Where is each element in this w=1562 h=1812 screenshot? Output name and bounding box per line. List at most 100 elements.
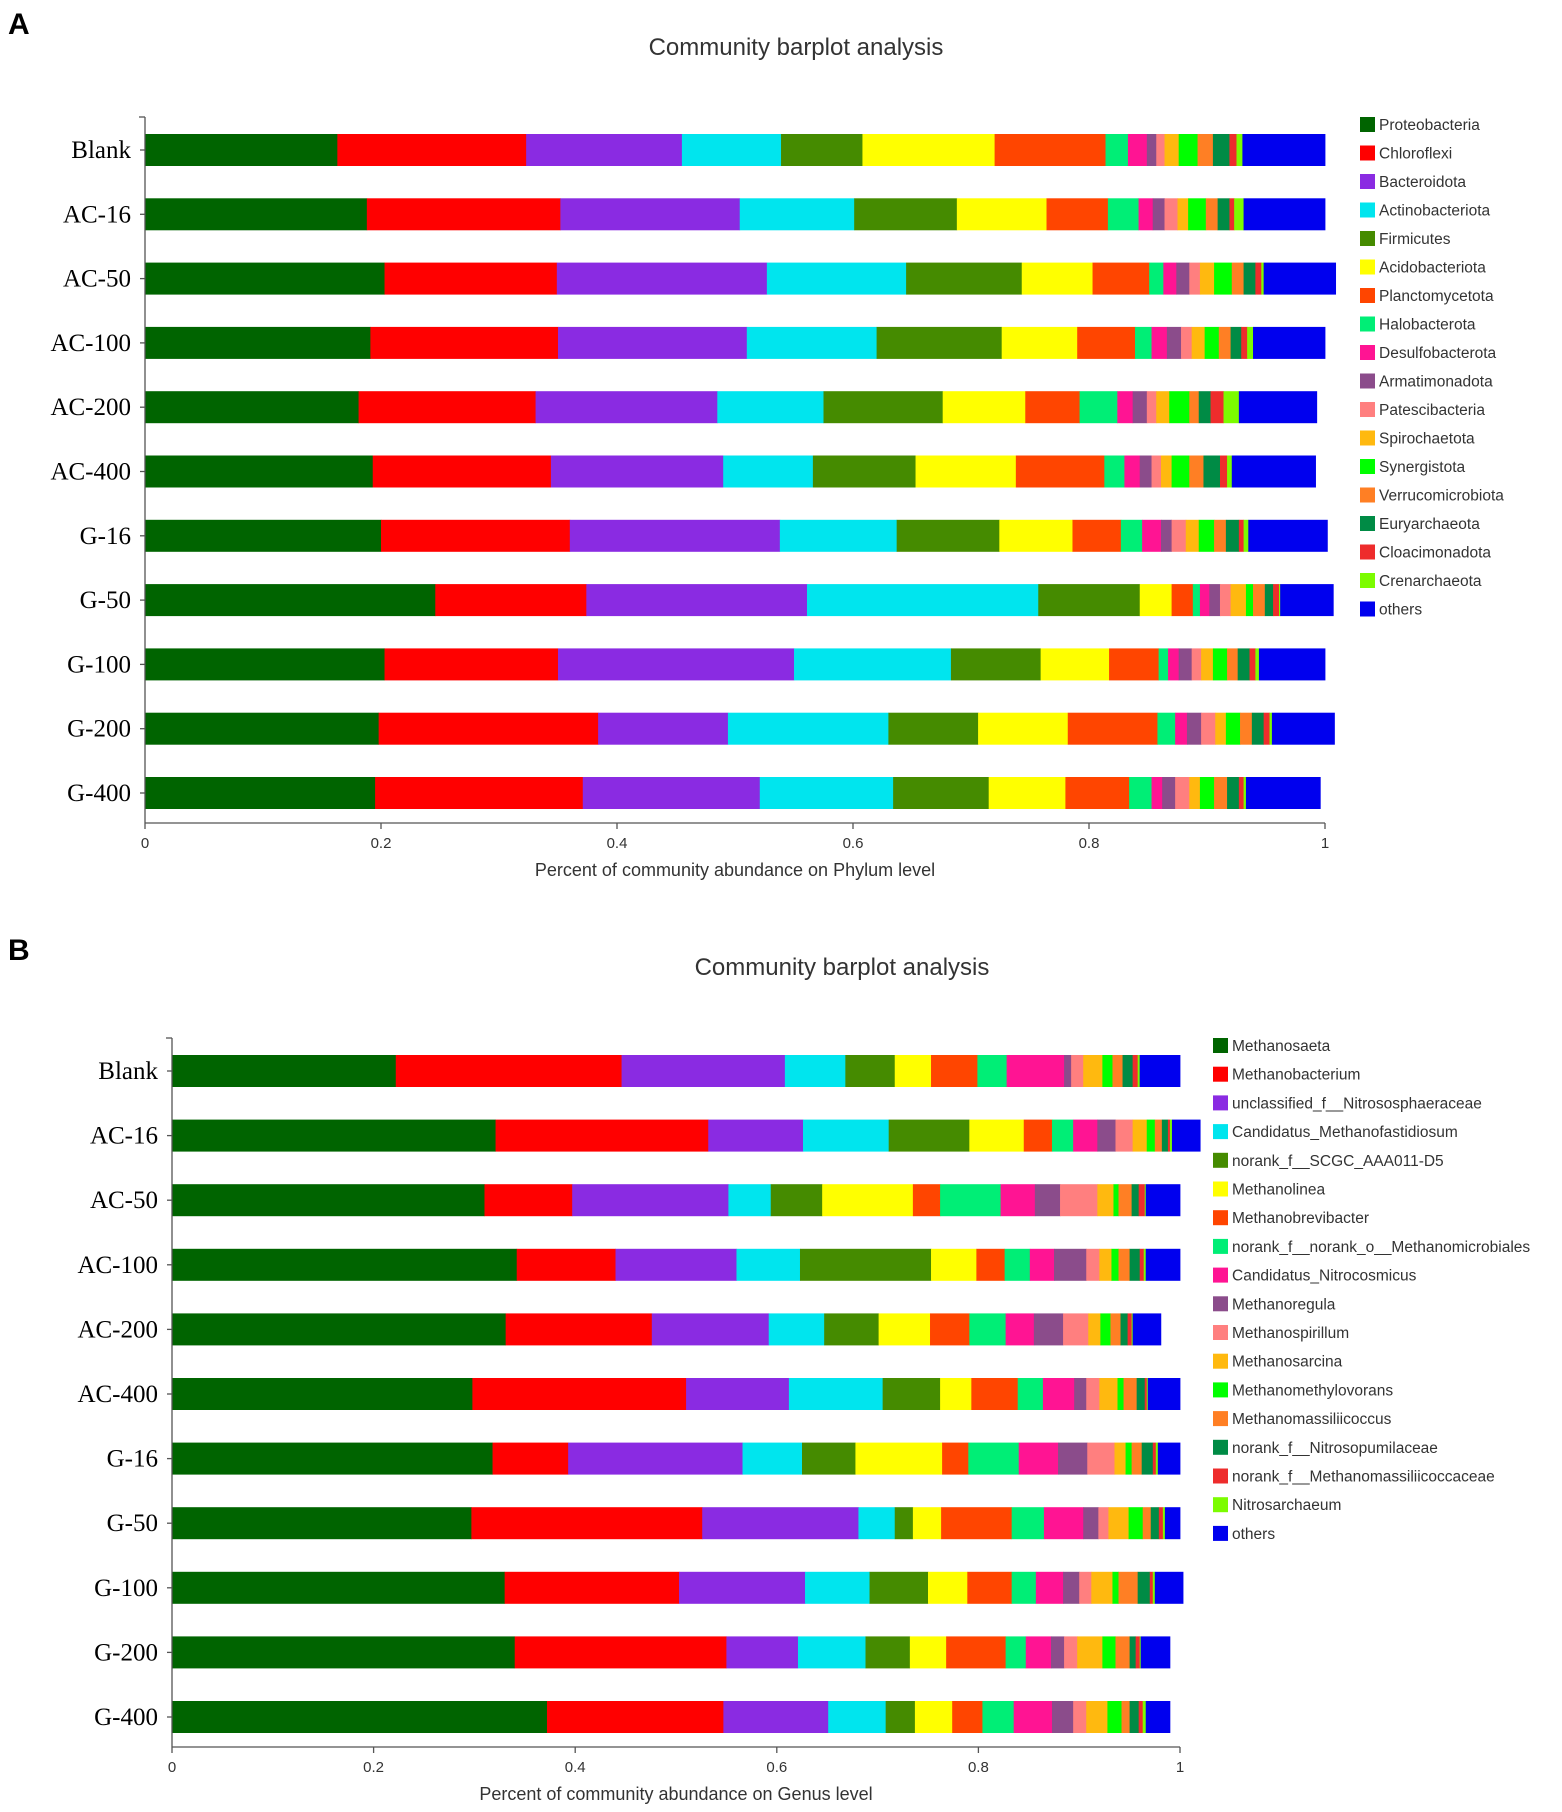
legend-swatch-methanomassiliicoccus <box>1213 1411 1228 1427</box>
bar-segment-bacteroidota-ac-100 <box>558 326 748 359</box>
bar-segment-candidatus-nitrocosmicus-ac-100 <box>1029 1248 1055 1281</box>
bar-segment-methanomassiliicoccus-ac-16 <box>1154 1119 1163 1152</box>
genus-chart: Community barplot analysis Blank AC-16 AC-5… <box>77 954 1530 1804</box>
bar-segment-proteobacteria-g-16 <box>145 519 382 552</box>
legend-item-methanomassiliicoccus: Methanomassiliicoccus <box>1213 1411 1392 1428</box>
bar-segment-methanosarcina-g-50 <box>1108 1507 1129 1540</box>
bar-segment-planctomycetota-g-400 <box>1065 777 1130 809</box>
bar-segment-verrucomicrobiota-g-16 <box>1214 519 1227 552</box>
legend-swatch-others <box>1213 1525 1228 1541</box>
legend-label-chloroflexi: Chloroflexi <box>1379 146 1452 163</box>
bar-segment-methanolinea-ac-16 <box>969 1119 1025 1152</box>
bar-segment-patescibacteria-ac-50 <box>1189 262 1201 295</box>
bar-segment-methanomethylovorans-ac-400 <box>1117 1378 1124 1410</box>
bar-segment-methanosarcina-ac-400 <box>1099 1378 1118 1410</box>
category-label-g-50: G-50 <box>80 587 131 614</box>
bar-segment-others-g-400 <box>1245 777 1321 809</box>
bar-segment-methanomassiliicoccus-blank <box>1112 1055 1123 1087</box>
bar-segment-methanolinea-g-200 <box>909 1636 947 1669</box>
bar-segment-norank-f-scgc-aaa011-d5-ac-200 <box>824 1313 880 1346</box>
bar-segment-methanospirillum-ac-100 <box>1086 1248 1100 1281</box>
bar-row-blank <box>145 134 1326 166</box>
bar-segment-candidatus-methanofastidiosum-g-100 <box>805 1571 870 1604</box>
bar-segment-methanosarcina-ac-50 <box>1097 1184 1114 1217</box>
bar-segment-norank-f-scgc-aaa011-d5-g-50 <box>894 1507 914 1540</box>
bar-segment-methanolinea-g-50 <box>912 1507 942 1540</box>
legend-swatch-patescibacteria <box>1360 402 1375 417</box>
bar-segment-methanomethylovorans-ac-16 <box>1146 1119 1156 1152</box>
x-tick-label-1: 1 <box>1321 835 1329 852</box>
bar-segment-halobacterota-blank <box>1105 134 1129 166</box>
bar-segment-methanoregula-ac-100 <box>1054 1248 1087 1281</box>
bar-segment-methanolinea-ac-200 <box>878 1313 931 1346</box>
bar-segment-actinobacteriota-ac-100 <box>746 326 877 359</box>
legend-label-others: others <box>1379 602 1422 619</box>
legend-label-desulfobacterota: Desulfobacterota <box>1379 345 1497 362</box>
bar-segment-candidatus-methanofastidiosum-g-50 <box>858 1507 896 1540</box>
bar-segment-norank-f-nitrosopumilaceae-g-400 <box>1129 1701 1140 1733</box>
legend-swatch-candidatus-nitrocosmicus <box>1213 1267 1228 1283</box>
legend-item-methanobacterium: Methanobacterium <box>1213 1066 1360 1084</box>
category-label-ac-16: AC-16 <box>63 201 131 228</box>
bar-segment-methanobacterium-blank <box>395 1055 622 1087</box>
bar-segment-firmicutes-ac-100 <box>876 326 1003 359</box>
bar-segment-synergistota-ac-50 <box>1214 262 1233 295</box>
bar-segment-others-ac-100 <box>1253 326 1326 359</box>
bar-segment-methanosarcina-ac-100 <box>1099 1248 1112 1281</box>
bar-segment-actinobacteriota-ac-50 <box>766 262 907 295</box>
bar-segment-methanomassiliicoccus-g-100 <box>1118 1571 1139 1604</box>
legend-swatch-actinobacteriota <box>1360 202 1375 218</box>
bar-segment-bacteroidota-g-50 <box>586 584 808 617</box>
bar-segment-methanobacterium-g-16 <box>492 1442 569 1475</box>
bar-segment-methanosarcina-g-100 <box>1091 1571 1113 1604</box>
category-label-g-16: G-16 <box>80 523 131 550</box>
bar-segment-planctomycetota-g-100 <box>1109 648 1160 681</box>
legend-item-spirochaetota: Spirochaetota <box>1360 430 1475 448</box>
bar-segment-armatimonadota-g-16 <box>1160 519 1172 552</box>
legend-swatch-others <box>1360 601 1375 617</box>
legend-label-candidatus-nitrocosmicus: Candidatus_Nitrocosmicus <box>1232 1268 1417 1285</box>
bar-segment-norank-f-nitrosopumilaceae-ac-16 <box>1161 1119 1169 1152</box>
bar-segment-methanosaeta-ac-16 <box>172 1119 496 1152</box>
bar-segment-armatimonadota-ac-200 <box>1132 391 1148 424</box>
bar-row-ac-50 <box>172 1184 1181 1217</box>
bar-segment-euryarchaeota-g-100 <box>1237 648 1250 681</box>
bar-segment-patescibacteria-g-50 <box>1219 584 1231 617</box>
bar-segment-norank-f-methanomassiliicoccaceae-g-200 <box>1135 1636 1141 1669</box>
bar-segment-desulfobacterota-g-100 <box>1168 648 1180 681</box>
bar-segment-firmicutes-g-50 <box>1038 584 1141 617</box>
bar-segment-cloacimonadota-g-400 <box>1238 777 1244 809</box>
bar-segment-methanosarcina-ac-16 <box>1132 1119 1148 1152</box>
bar-segment-methanomethylovorans-ac-200 <box>1100 1313 1111 1346</box>
bar-segment-norank-f-nitrosopumilaceae-ac-400 <box>1136 1378 1146 1410</box>
bar-segment-methanolinea-g-100 <box>928 1571 968 1604</box>
bar-segment-actinobacteriota-g-100 <box>794 648 952 681</box>
bar-segment-methanosarcina-ac-200 <box>1088 1313 1101 1346</box>
bar-segment-halobacterota-g-200 <box>1157 712 1176 745</box>
bar-segment-acidobacteriota-g-200 <box>978 712 1069 745</box>
bar-segment-norank-f-nitrosopumilaceae-g-100 <box>1137 1571 1151 1604</box>
category-label-blank: Blank <box>98 1058 158 1085</box>
bar-segment-methanobrevibacter-ac-16 <box>1023 1119 1053 1152</box>
x-tick-label-0-2: 0.2 <box>363 1759 384 1776</box>
bar-segment-cloacimonadota-blank <box>1229 134 1237 166</box>
bar-segment-candidatus-methanofastidiosum-g-200 <box>797 1636 866 1669</box>
bar-segment-methanosarcina-g-400 <box>1086 1701 1108 1733</box>
bar-segment-actinobacteriota-ac-400 <box>723 455 814 488</box>
bar-segment-methanosaeta-ac-400 <box>172 1378 473 1410</box>
bar-segment-methanolinea-g-16 <box>855 1442 943 1475</box>
legend-item-others: others <box>1360 601 1422 619</box>
bar-segment-norank-f-methanomassiliicoccaceae-blank <box>1132 1055 1139 1087</box>
legend-item-crenarchaeota: Crenarchaeota <box>1360 573 1482 590</box>
bar-segment-firmicutes-ac-50 <box>906 262 1023 295</box>
bar-segment-nitrosarchaeum-ac-100 <box>1143 1248 1147 1281</box>
bar-row-g-16 <box>145 519 1328 552</box>
bar-segment-candidatus-methanofastidiosum-ac-16 <box>803 1119 890 1152</box>
bar-segment-chloroflexi-ac-50 <box>384 262 558 295</box>
legend-label-methanosarcina: Methanosarcina <box>1232 1354 1343 1371</box>
bar-segment-halobacterota-ac-100 <box>1135 326 1152 359</box>
bar-segment-norank-f-norank-o-methanomicrobiales-ac-400 <box>1017 1378 1044 1410</box>
bar-segment-patescibacteria-ac-400 <box>1151 455 1162 488</box>
bar-segment-spirochaetota-ac-400 <box>1160 455 1172 488</box>
bar-segment-proteobacteria-ac-400 <box>145 455 374 488</box>
